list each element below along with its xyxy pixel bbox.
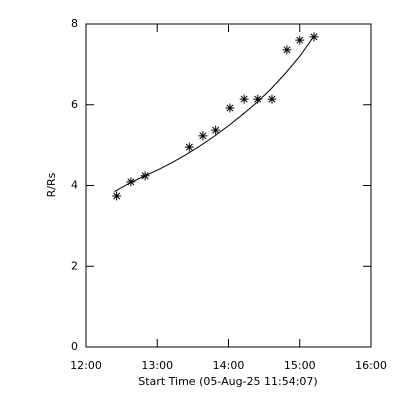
x-tick-label: 13:00 (141, 359, 173, 372)
x-axis-label: Start Time (05-Aug-25 11:54:07) (138, 375, 317, 388)
y-tick-label: 0 (71, 340, 78, 353)
data-point (267, 94, 277, 104)
y-tick-label: 2 (71, 259, 78, 272)
x-tick-label: 15:00 (284, 359, 316, 372)
data-point (225, 103, 235, 113)
y-axis-label: R/Rs (45, 172, 58, 197)
data-point (126, 177, 136, 187)
fit-line (114, 35, 315, 192)
data-point (253, 94, 263, 104)
y-tick-label: 6 (71, 98, 78, 111)
data-point (198, 131, 208, 141)
x-tick-label: 16:00 (355, 359, 387, 372)
data-point (295, 35, 305, 45)
x-tick-label: 14:00 (213, 359, 245, 372)
data-point (282, 45, 292, 55)
data-point (112, 191, 122, 201)
x-tick-label: 12:00 (70, 359, 102, 372)
plot-frame (85, 23, 372, 348)
data-point (239, 94, 249, 104)
y-tick-label: 8 (71, 17, 78, 30)
data-point (211, 125, 221, 135)
data-point (184, 142, 194, 152)
y-tick-label: 4 (71, 179, 78, 192)
